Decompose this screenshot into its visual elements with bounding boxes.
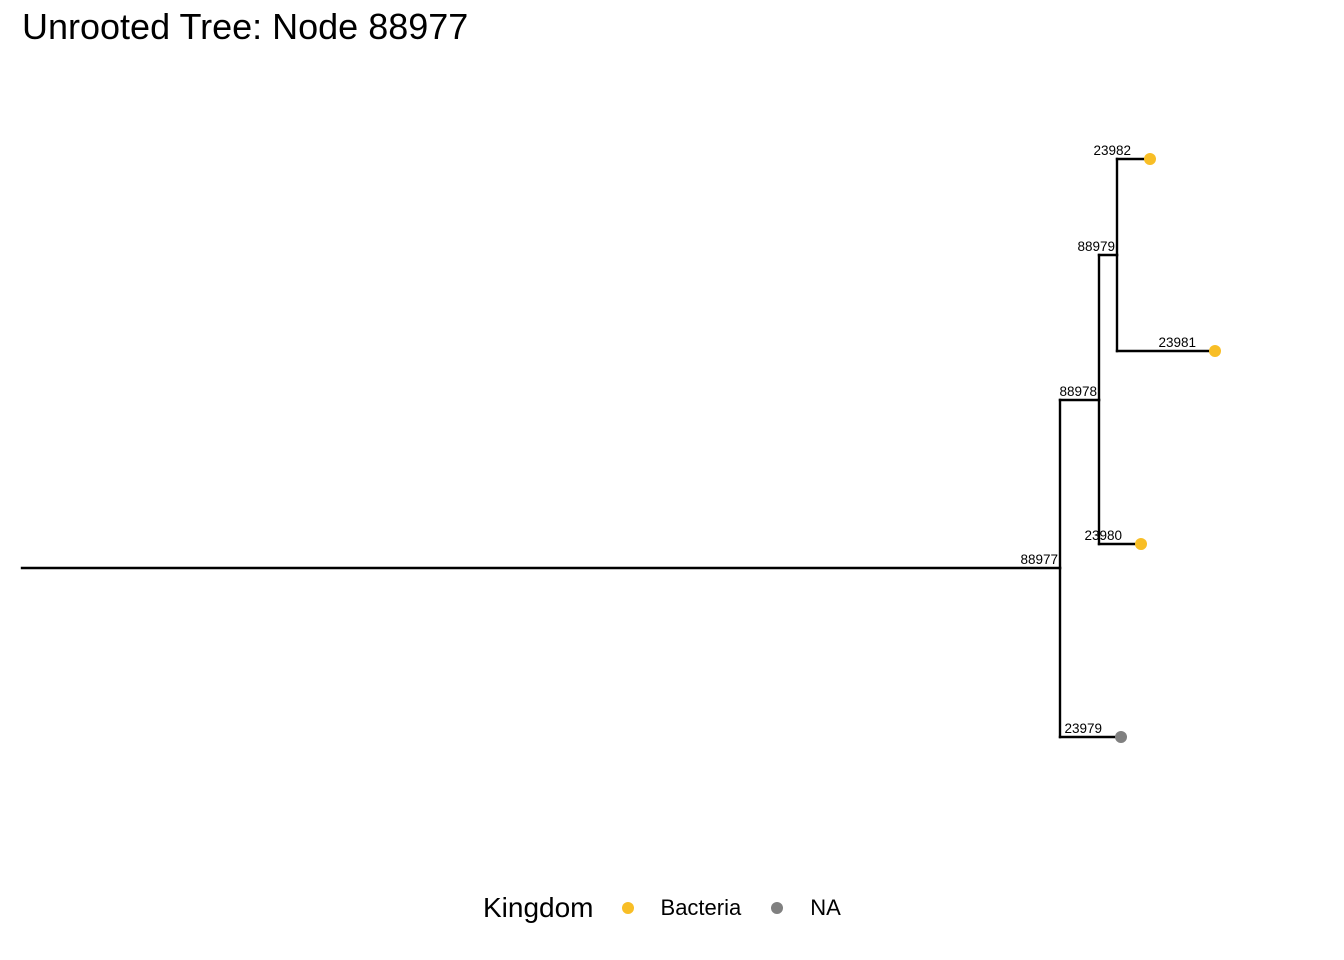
node-label-23980: 23980	[1084, 528, 1122, 543]
node-label-88979: 88979	[1077, 239, 1115, 254]
node-label-23982: 23982	[1093, 143, 1131, 158]
node-label-23981: 23981	[1158, 335, 1196, 350]
legend-item-na: NA	[771, 895, 841, 921]
page-title: Unrooted Tree: Node 88977	[22, 6, 469, 47]
legend-dot-na	[771, 902, 784, 914]
legend-title: Kingdom	[483, 892, 594, 923]
tree-diagram: 88977 88978 88979 23979 23980 23981 23982	[20, 143, 1221, 743]
legend-item-bacteria: Bacteria	[621, 895, 742, 921]
node-label-88977: 88977	[1020, 552, 1058, 567]
tip-point-23981	[1209, 345, 1221, 357]
legend-label-bacteria: Bacteria	[660, 895, 742, 920]
node-label-23979: 23979	[1064, 721, 1102, 736]
legend-label-na: NA	[810, 895, 841, 920]
tip-point-23979	[1115, 731, 1127, 743]
legend-dot-bacteria	[621, 902, 634, 914]
node-label-88978: 88978	[1059, 384, 1097, 399]
legend: Kingdom Bacteria NA	[483, 888, 871, 928]
tip-point-23982	[1144, 153, 1156, 165]
tip-point-23980	[1135, 538, 1147, 550]
